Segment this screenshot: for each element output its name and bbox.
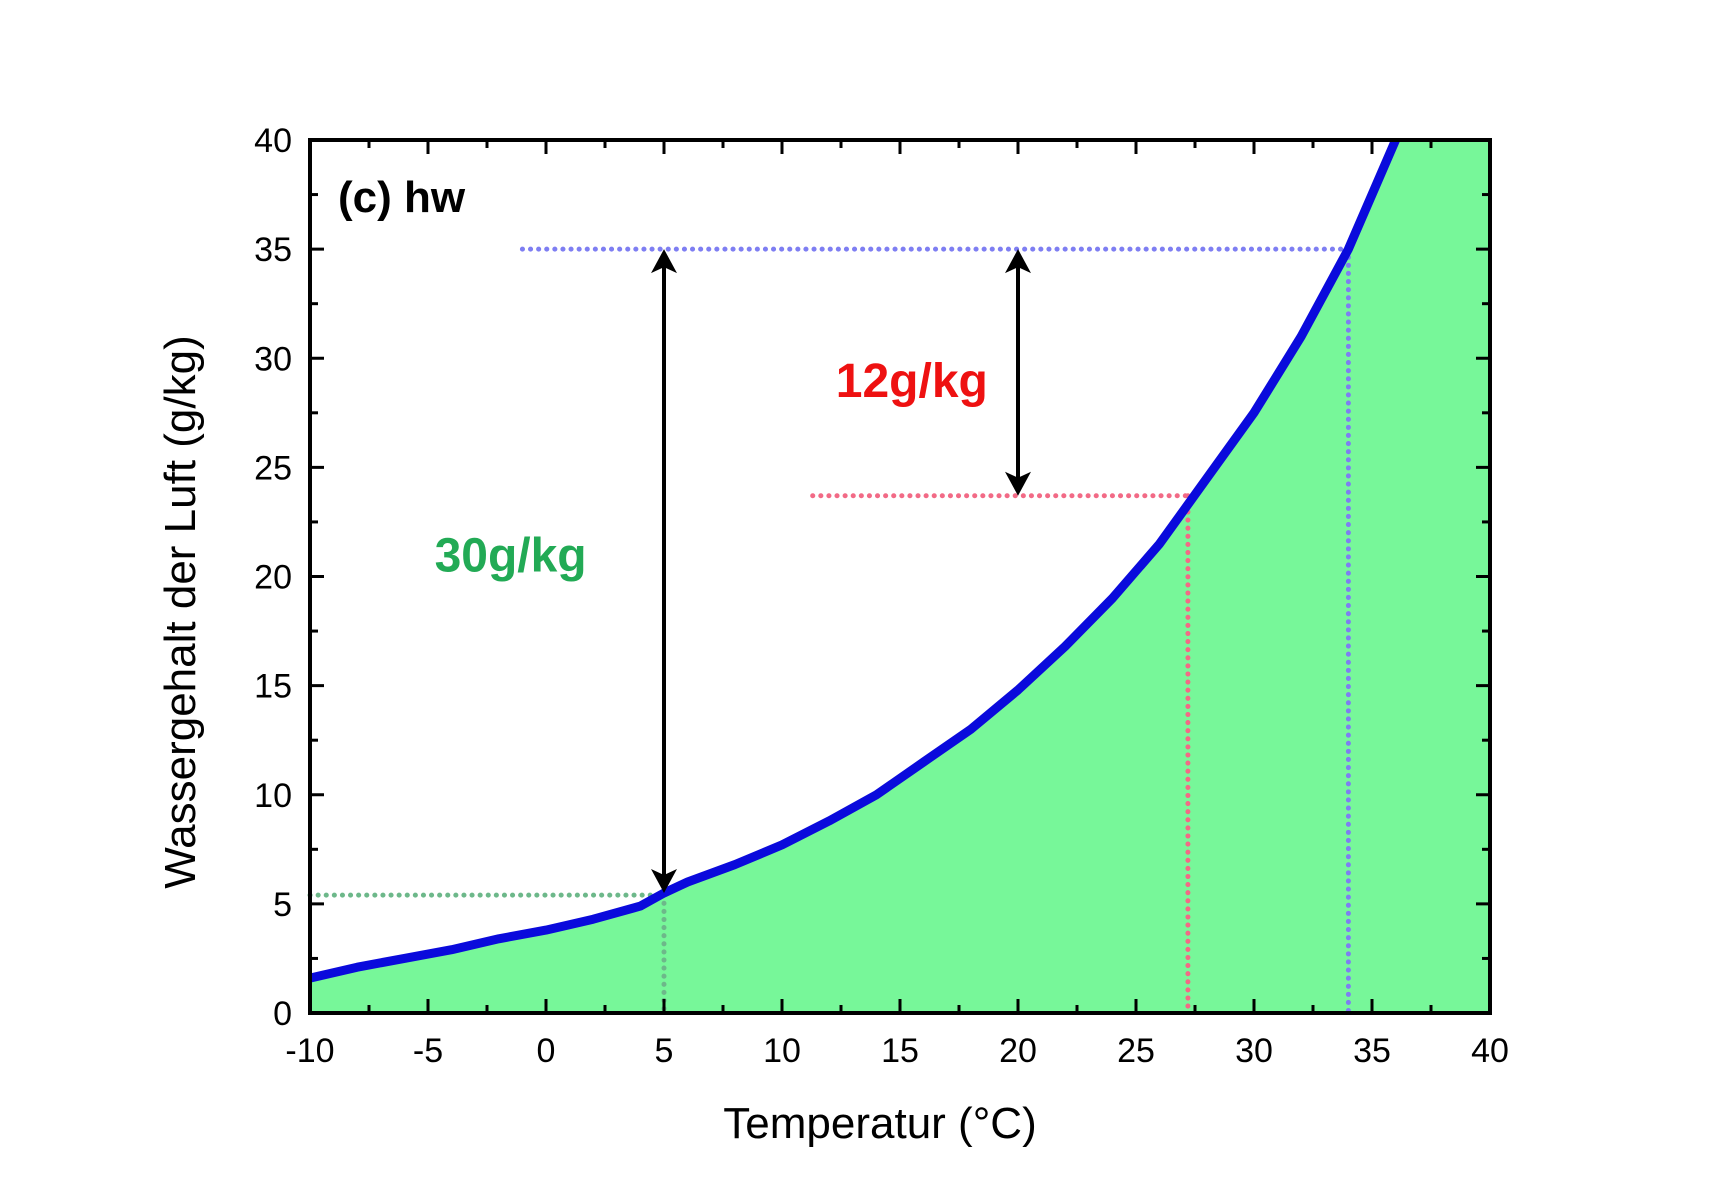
arrow-head-bottom-1 [1005,471,1031,496]
data-marks [307,140,1490,1016]
x-tick-label: 40 [1471,1032,1509,1070]
arrow-head-bottom-0 [651,868,677,893]
x-tick-label: -10 [285,1032,334,1070]
y-tick-label: 10 [254,777,292,815]
saturation-area [310,140,1490,1013]
y-tick-label: 40 [254,122,292,160]
x-tick-label: 5 [655,1032,674,1070]
x-tick-label: 35 [1353,1032,1391,1070]
axes: -10 -5 0 5 10 15 20 25 30 35 40 0 5 10 15 20 25 30 35 40 [254,122,1509,1070]
y-axis-title: Wassergehalt der Luft (g/kg) [156,335,205,889]
y-tick-label: 35 [254,231,292,269]
x-tick-label: 0 [537,1032,556,1070]
saturation-curve [310,140,1400,983]
panel-label: (c) hw [338,173,466,222]
annotation-0: 30g/kg [435,530,587,583]
x-tick-label: 25 [1117,1032,1155,1070]
x-tick-label: 15 [881,1032,919,1070]
x-tick-label: 20 [999,1032,1037,1070]
y-tick-label: 25 [254,449,292,487]
arrow-head-top-0 [651,249,677,274]
y-tick-label: 20 [254,559,292,597]
x-tick-label: 30 [1235,1032,1273,1070]
y-tick-label: 5 [273,886,292,924]
annotation-1: 12g/kg [836,355,988,408]
x-tick-label: 10 [763,1032,801,1070]
x-axis-title: Temperatur (°C) [723,1099,1036,1148]
y-tick-label: 15 [254,668,292,706]
arrow-head-top-1 [1005,249,1031,274]
y-tick-label: 0 [273,995,292,1033]
x-tick-label: -5 [413,1032,443,1070]
labels: (c) hw Temperatur (°C) Wassergehalt der … [156,173,1037,1148]
y-tick-label: 30 [254,340,292,378]
